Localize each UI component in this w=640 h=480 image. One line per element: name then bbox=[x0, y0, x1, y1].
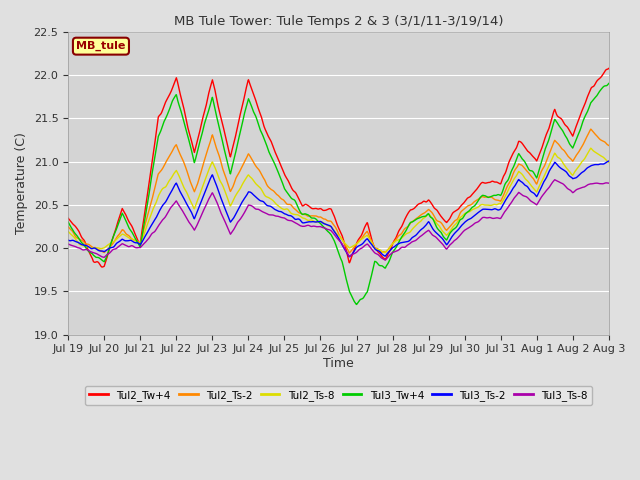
Tul2_Ts-8 bbox=[106, 240, 114, 246]
Tul2_Tw+4 bbox=[106, 243, 114, 249]
Tul3_Ts-8 bbox=[106, 250, 114, 255]
Tul3_Ts-2 bbox=[106, 245, 114, 251]
Tul2_Tw+4 bbox=[99, 264, 106, 270]
Tul2_Tw+4 bbox=[129, 224, 136, 230]
Tul2_Ts-8 bbox=[294, 212, 301, 218]
Line: Tul2_Ts-8: Tul2_Ts-8 bbox=[68, 148, 609, 252]
Tul2_Ts-2 bbox=[128, 236, 136, 242]
Tul3_Tw+4 bbox=[294, 204, 301, 209]
Tul3_Ts-8 bbox=[294, 221, 301, 227]
X-axis label: Time: Time bbox=[323, 357, 354, 370]
Line: Tul3_Ts-2: Tul3_Ts-2 bbox=[68, 161, 609, 257]
Tul3_Tw+4 bbox=[372, 259, 380, 265]
Tul3_Tw+4 bbox=[128, 229, 136, 235]
Tul3_Ts-2 bbox=[305, 219, 312, 225]
Tul2_Ts-8 bbox=[64, 228, 72, 234]
Tul2_Tw+4 bbox=[294, 194, 301, 200]
Line: Tul2_Ts-2: Tul2_Ts-2 bbox=[68, 129, 609, 253]
Tul3_Ts-8 bbox=[605, 180, 612, 186]
Tul2_Ts-8 bbox=[605, 159, 612, 165]
Tul3_Ts-8 bbox=[372, 251, 380, 256]
Tul2_Ts-2 bbox=[372, 245, 380, 251]
Tul2_Tw+4 bbox=[372, 247, 380, 252]
Tul3_Ts-2 bbox=[605, 158, 612, 164]
Tul3_Ts-2 bbox=[128, 238, 136, 244]
Tul3_Tw+4 bbox=[605, 81, 612, 86]
Tul2_Ts-2 bbox=[305, 213, 312, 219]
Title: MB Tule Tower: Tule Temps 2 & 3 (3/1/11-3/19/14): MB Tule Tower: Tule Temps 2 & 3 (3/1/11-… bbox=[173, 15, 503, 28]
Tul2_Ts-2 bbox=[605, 143, 612, 148]
Tul3_Tw+4 bbox=[64, 219, 72, 225]
Line: Tul3_Ts-8: Tul3_Ts-8 bbox=[68, 180, 609, 260]
Tul2_Ts-2 bbox=[587, 126, 595, 132]
Tul2_Ts-8 bbox=[587, 145, 595, 151]
Tul2_Ts-2 bbox=[106, 244, 114, 250]
Tul3_Tw+4 bbox=[106, 243, 114, 249]
Tul3_Tw+4 bbox=[315, 219, 323, 225]
Tul3_Tw+4 bbox=[353, 301, 360, 307]
Tul3_Ts-8 bbox=[381, 257, 389, 263]
Tul3_Ts-8 bbox=[305, 223, 312, 228]
Tul3_Ts-2 bbox=[64, 237, 72, 243]
Tul2_Ts-8 bbox=[128, 236, 136, 242]
Tul3_Ts-8 bbox=[128, 243, 136, 249]
Tul2_Tw+4 bbox=[64, 216, 72, 221]
Tul2_Ts-2 bbox=[294, 209, 301, 215]
Tul2_Ts-8 bbox=[381, 250, 388, 255]
Tul2_Tw+4 bbox=[305, 204, 313, 209]
Text: MB_tule: MB_tule bbox=[76, 41, 125, 51]
Tul2_Ts-8 bbox=[315, 219, 323, 225]
Tul3_Ts-2 bbox=[372, 247, 380, 253]
Y-axis label: Temperature (C): Temperature (C) bbox=[15, 132, 28, 234]
Line: Tul3_Tw+4: Tul3_Tw+4 bbox=[68, 84, 609, 304]
Tul2_Ts-2 bbox=[64, 224, 72, 229]
Tul3_Ts-8 bbox=[64, 241, 72, 247]
Tul2_Ts-8 bbox=[305, 217, 312, 223]
Tul3_Ts-8 bbox=[315, 224, 323, 229]
Tul2_Ts-2 bbox=[346, 250, 353, 256]
Tul2_Ts-2 bbox=[315, 214, 323, 220]
Tul3_Ts-2 bbox=[294, 216, 301, 222]
Line: Tul2_Tw+4: Tul2_Tw+4 bbox=[68, 68, 609, 267]
Tul3_Ts-2 bbox=[315, 219, 323, 225]
Tul3_Tw+4 bbox=[305, 213, 312, 218]
Tul3_Ts-2 bbox=[346, 254, 353, 260]
Tul3_Ts-8 bbox=[551, 177, 559, 182]
Legend: Tul2_Tw+4, Tul2_Ts-2, Tul2_Ts-8, Tul3_Tw+4, Tul3_Ts-2, Tul3_Ts-8: Tul2_Tw+4, Tul2_Ts-2, Tul2_Ts-8, Tul3_Tw… bbox=[85, 386, 592, 405]
Tul2_Tw+4 bbox=[315, 206, 323, 212]
Tul2_Ts-8 bbox=[372, 246, 380, 252]
Tul2_Tw+4 bbox=[605, 65, 612, 71]
